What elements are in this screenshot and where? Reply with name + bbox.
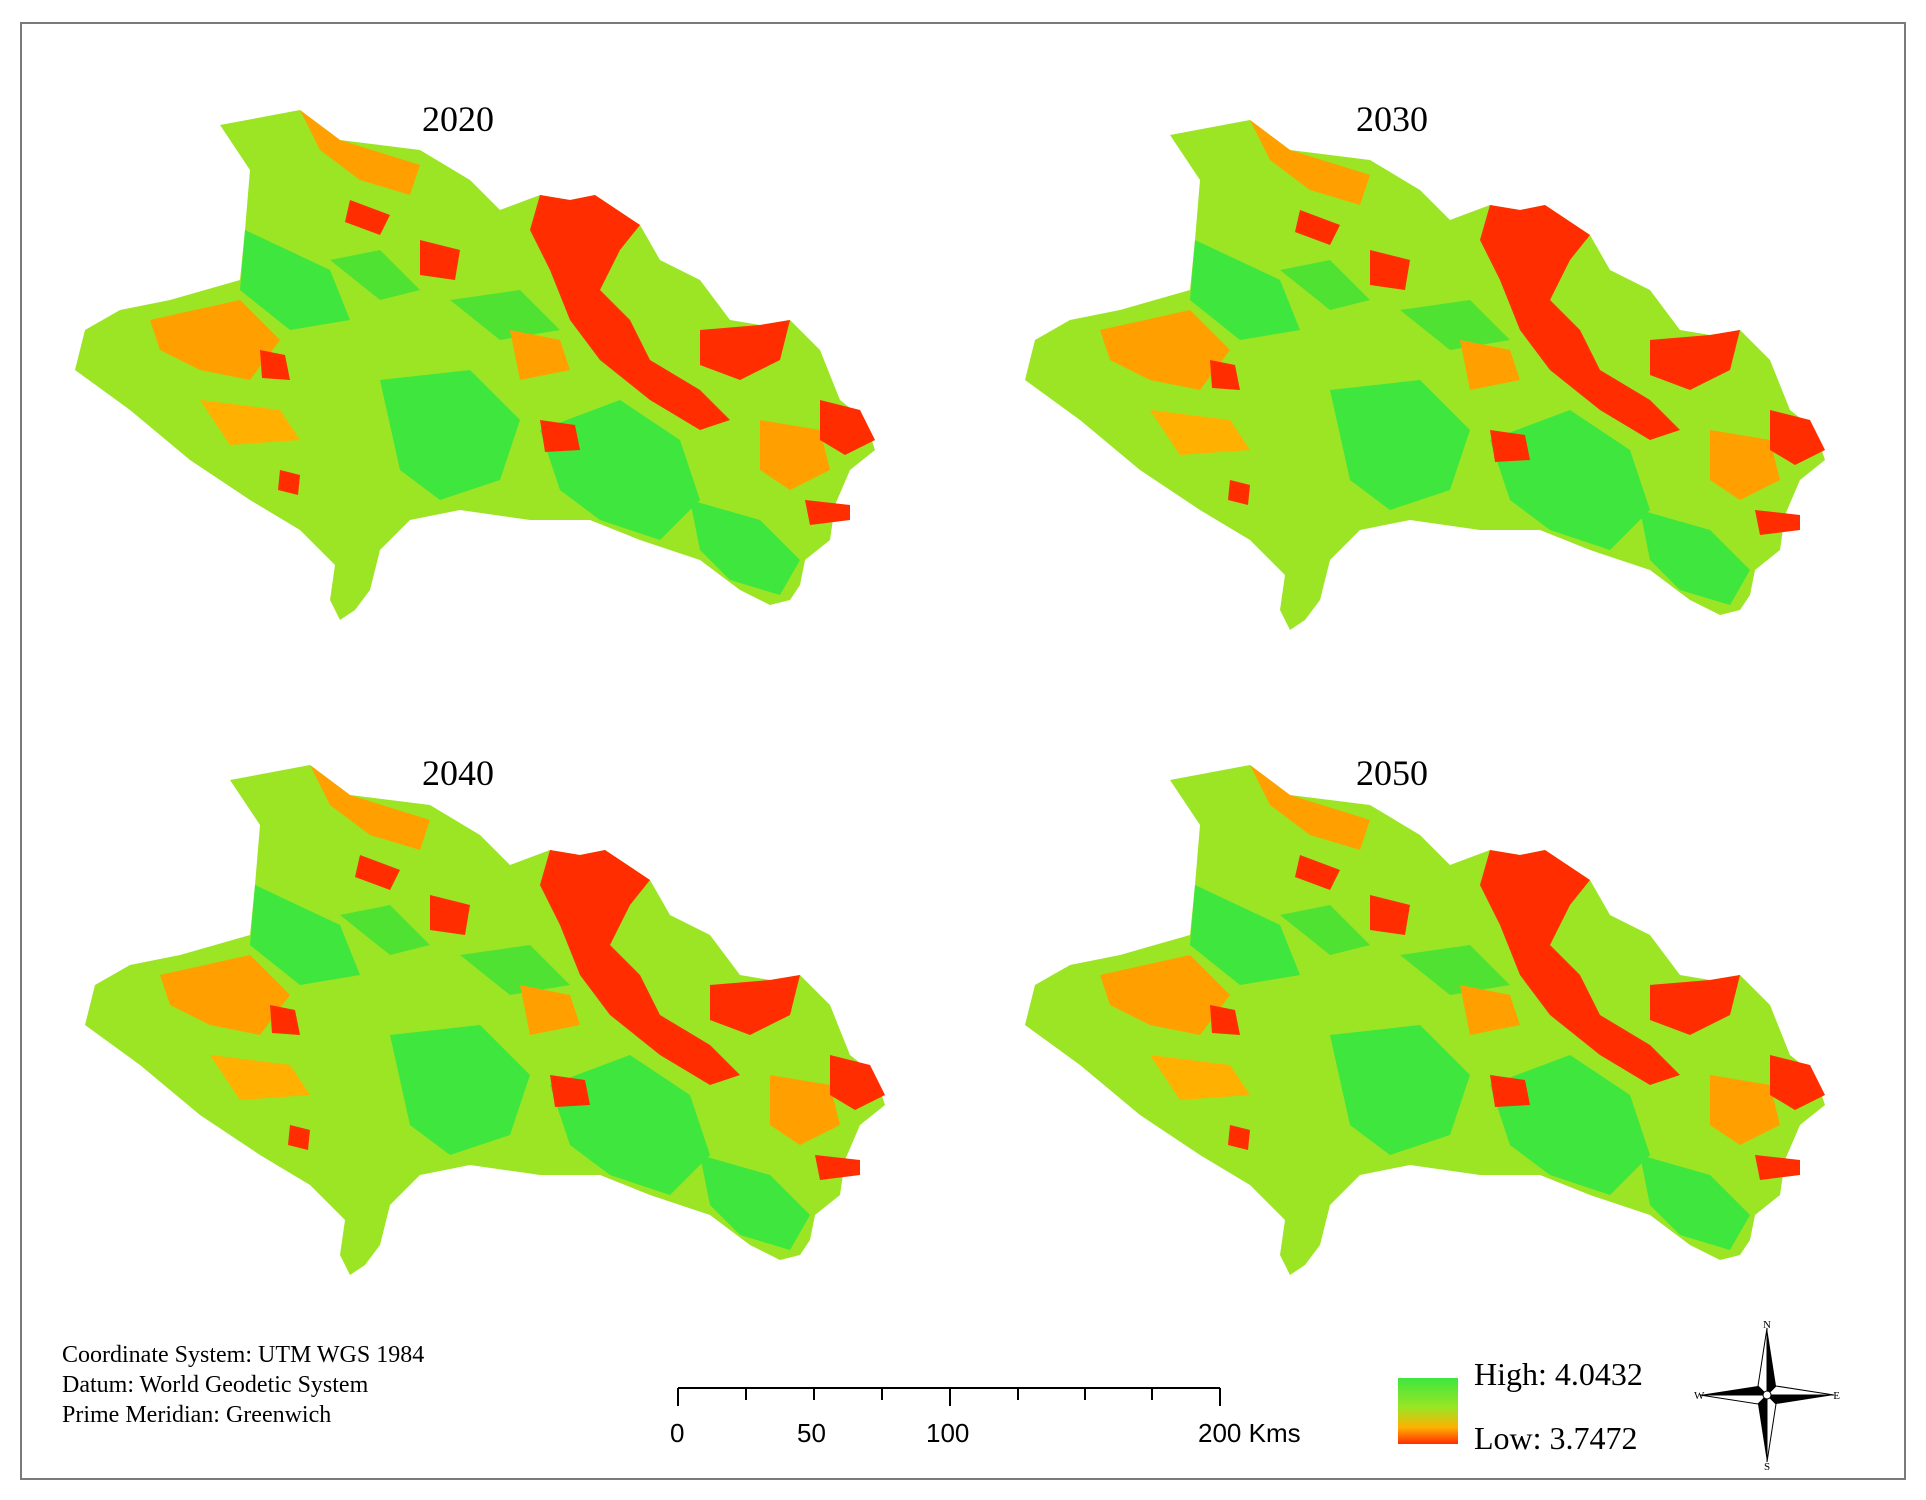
compass-n: N [1763, 1320, 1771, 1331]
coordinate-system-text: Coordinate System: UTM WGS 1984 [62, 1342, 425, 1368]
panel-title-2020: 2020 [422, 99, 494, 139]
panel-title-2040: 2040 [422, 753, 494, 793]
compass-w: W [1694, 1390, 1705, 1402]
map-panel-2040 [85, 765, 885, 1275]
legend-gradient [1398, 1378, 1458, 1444]
map-panel-2030 [1025, 120, 1825, 630]
prime-meridian-text: Prime Meridian: Greenwich [62, 1402, 332, 1428]
north-arrow-icon: N S E W [1694, 1320, 1840, 1470]
scale-label-0: 0 [670, 1418, 685, 1448]
compass-e: E [1833, 1390, 1840, 1402]
panel-title-2030: 2030 [1356, 99, 1428, 139]
legend-low: Low: 3.7472 [1474, 1420, 1638, 1456]
scale-label-200: 200 Kms [1198, 1418, 1301, 1448]
compass-s: S [1764, 1461, 1770, 1470]
map-panel-2050 [1025, 765, 1825, 1275]
panel-title-2050: 2050 [1356, 753, 1428, 793]
scale-bar [677, 1387, 1221, 1406]
scale-label-50: 50 [797, 1418, 826, 1448]
map-panel-2020 [75, 110, 875, 620]
map-metadata: Coordinate System: UTM WGS 1984 Datum: W… [62, 1340, 424, 1430]
datum-text: Datum: World Geodetic System [62, 1372, 369, 1398]
legend-high: High: 4.0432 [1474, 1356, 1643, 1392]
scale-label-100: 100 [926, 1418, 970, 1448]
